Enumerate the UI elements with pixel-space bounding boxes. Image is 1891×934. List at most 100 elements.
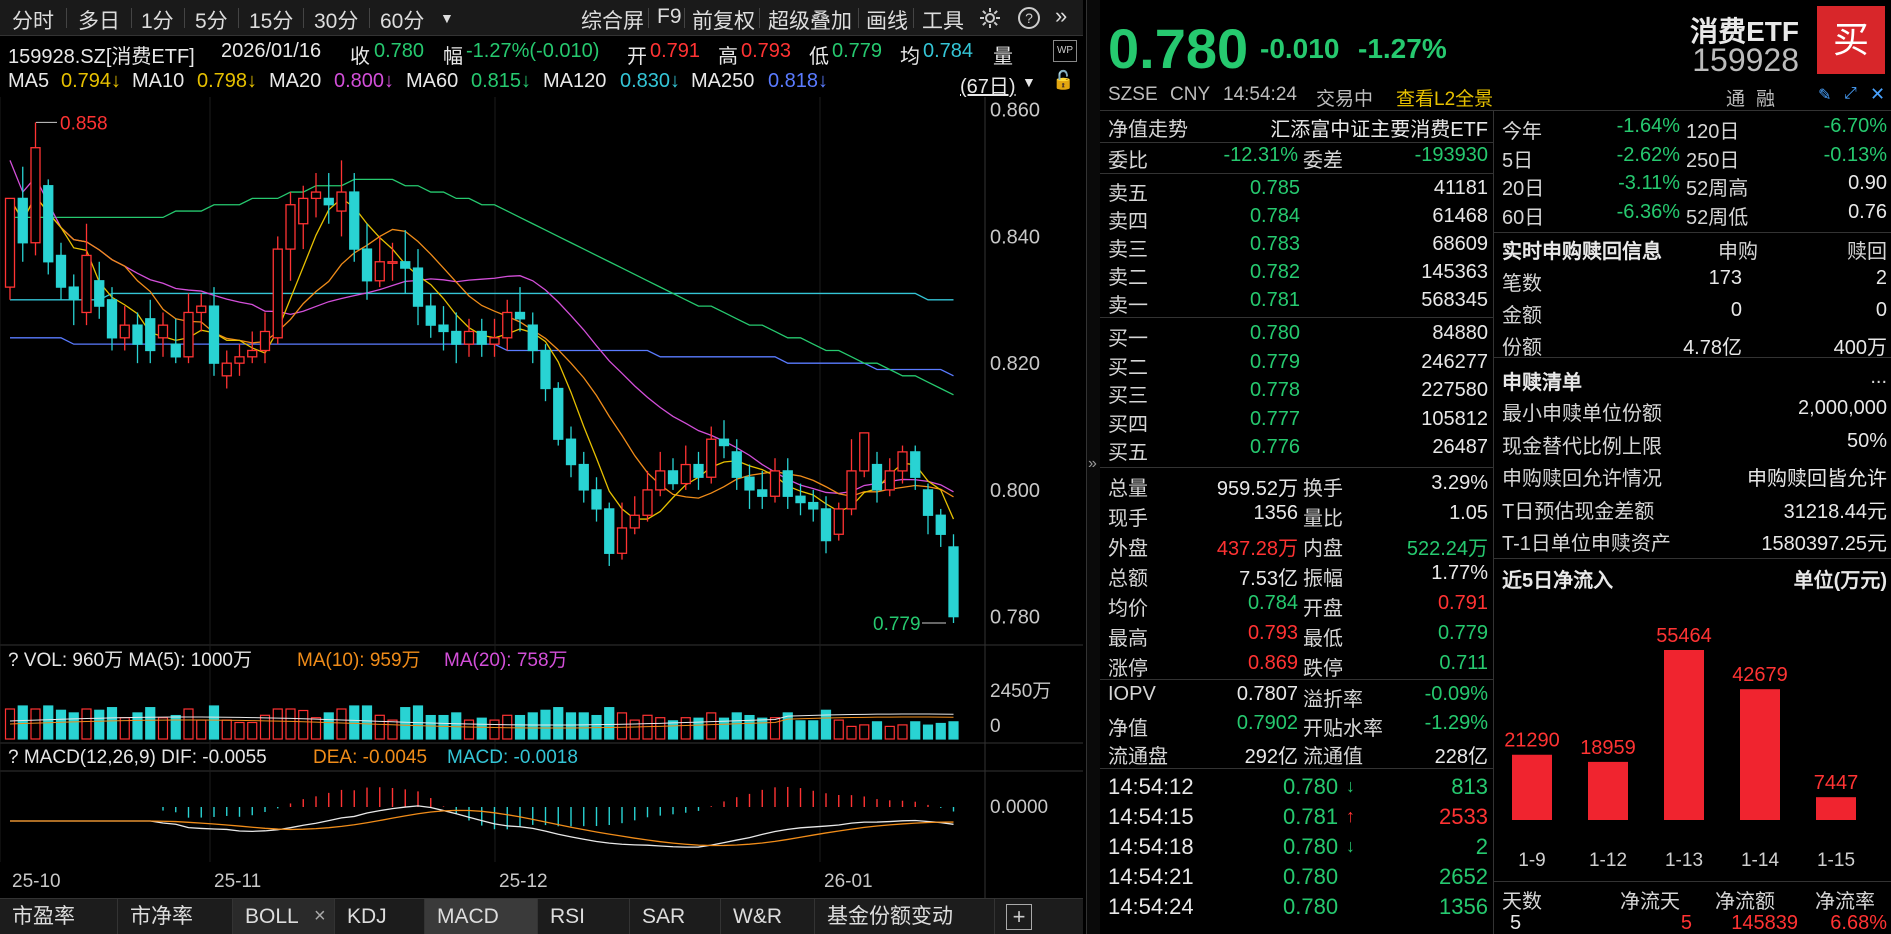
trade-status: 交易中 [1316, 89, 1374, 110]
avg-value: 0.784 [923, 40, 974, 62]
volume-bar [106, 707, 118, 740]
stat-row: 涨停 0.869 跌停 0.711 [1108, 652, 1488, 680]
days-selector[interactable]: (67日) [960, 76, 1016, 98]
candle [4, 197, 16, 300]
volume-bar [782, 712, 793, 740]
tab-pe[interactable]: 市盈率 [0, 899, 118, 934]
ma5-value: 0.794↓ [61, 70, 122, 92]
candle [336, 160, 347, 237]
tab-wr[interactable]: W&R [721, 899, 815, 934]
creation-list-more[interactable]: ... [1870, 366, 1887, 388]
tools-button[interactable]: 工具 [922, 10, 964, 33]
sub-value: 173 [1708, 267, 1742, 289]
candle [502, 299, 513, 351]
tab-rsi[interactable]: RSI [538, 899, 630, 934]
volume-bar [476, 717, 487, 740]
stat-label: 跌停 [1303, 658, 1343, 680]
period-tab-multiday[interactable]: 多日 [78, 10, 120, 33]
edit-icon[interactable]: ✎ [1818, 87, 1832, 104]
range-value: -1.27%(-0.010) [466, 40, 600, 62]
share-icon[interactable]: ⤢ [1844, 85, 1857, 102]
tab-pb[interactable]: 市净率 [118, 899, 233, 934]
period-tab-15min[interactable]: 15分 [249, 10, 294, 33]
nav-trend-link[interactable]: 净值走势 [1108, 119, 1188, 141]
tick-volume: 1356 [1439, 894, 1488, 919]
bid-price: 0.780 [1249, 322, 1300, 344]
expand-icon[interactable]: » [1088, 455, 1097, 472]
perf-label: 20日 [1502, 178, 1545, 200]
bid-price: 0.778 [1249, 379, 1300, 401]
perf-label: 250日 [1686, 149, 1740, 172]
market-status-line: SZSE CNY 14:54:24 交易中 查看L2全景 通 融 ✎ ⤢ ✕ [1108, 84, 1886, 110]
candle [744, 464, 755, 509]
volume-bar [922, 724, 934, 740]
tick-time: 14:54:15 [1108, 804, 1194, 829]
period-dropdown-icon[interactable]: ▼ [440, 10, 454, 26]
volume-bar [425, 714, 436, 740]
volume-bar [578, 712, 589, 740]
stat-label: 开盘 [1303, 598, 1343, 620]
help-icon[interactable]: ? [1017, 6, 1041, 36]
forward-adjust-button[interactable]: 前复权 [692, 10, 755, 33]
volume-bar [706, 712, 717, 740]
panel-splitter[interactable]: » [1086, 0, 1100, 934]
candle [667, 458, 679, 490]
candle [935, 508, 946, 547]
volume-bar [463, 719, 475, 740]
tick-row: 14:54:15 0.781 ↑ 2533 [1108, 804, 1488, 832]
candle [412, 249, 424, 326]
stat-value: 1356 [1253, 502, 1299, 524]
candle [43, 179, 54, 275]
candle [706, 426, 717, 484]
creation-list-title: 申赎清单 [1502, 372, 1582, 394]
period-tab-1min[interactable]: 1分 [141, 10, 174, 33]
tab-macd[interactable]: MACD [425, 899, 538, 934]
f9-button[interactable]: F9 [657, 5, 682, 28]
volume-bar [94, 709, 105, 740]
performance-row: 60日 -6.36% 52周低 0.76 [1502, 201, 1887, 229]
period-tab-5min[interactable]: 5分 [195, 10, 228, 33]
super-overlay-button[interactable]: 超级叠加 [768, 10, 852, 33]
close-tab-icon[interactable]: × [314, 905, 326, 927]
wp-icon[interactable]: WP [1053, 40, 1077, 62]
draw-line-button[interactable]: 画线 [866, 10, 908, 33]
tab-kdj[interactable]: KDJ [335, 899, 425, 934]
volume-bar [948, 721, 959, 740]
collapse-right-icon[interactable]: » [1055, 3, 1068, 28]
candle [616, 502, 628, 560]
period-tab-30min[interactable]: 30分 [314, 10, 359, 33]
perf-value: 0.76 [1848, 200, 1887, 223]
days-dropdown-icon[interactable]: ▼ [1022, 74, 1036, 90]
tab-boll[interactable]: BOLL [233, 899, 335, 934]
tab-sar[interactable]: SAR [630, 899, 721, 934]
creation-list-row: T-1日单位申赎资产 1580397.25元 [1502, 527, 1887, 555]
sub-label: 笔数 [1502, 273, 1542, 295]
last-price: 0.780 [1108, 17, 1249, 80]
price-change-pct: -1.27% [1358, 33, 1447, 64]
period-tab-fenshi[interactable]: 分时 [12, 10, 54, 33]
candle [349, 173, 360, 262]
security-name: 消费ETF [1690, 16, 1799, 47]
tab-fund-share[interactable]: 基金份额变动 [815, 899, 995, 934]
period-tab-60min[interactable]: 60分 [380, 10, 425, 33]
volume-bar [298, 709, 309, 740]
close-icon[interactable]: ✕ [1870, 84, 1886, 104]
candle [425, 293, 436, 338]
stat-value: 292亿 [1244, 746, 1298, 768]
kline-panel: 分时 多日 1分 5分 15分 30分 60分 ▼ 综合屏 F9 前复权 超级叠… [0, 0, 1083, 934]
composite-screen-button[interactable]: 综合屏 [581, 10, 644, 33]
volume-bar [310, 717, 322, 740]
kline-chart[interactable]: 0.860 0.840 0.820 0.800 0.780 0.858 0.779 ? VOL… [0, 97, 1083, 898]
flow-unit: 单位(万元) [1793, 570, 1887, 592]
buy-button[interactable]: 买 [1817, 6, 1885, 74]
add-tab-icon[interactable]: + [1006, 904, 1032, 930]
ask-volume: 68609 [1432, 233, 1488, 255]
bid-volume: 227580 [1421, 379, 1488, 401]
volume-bar [514, 714, 526, 740]
l2-link[interactable]: 查看L2全景 [1396, 89, 1494, 110]
volume-bar [693, 717, 704, 740]
lock-icon[interactable]: 🔓 [1052, 70, 1075, 90]
gear-icon[interactable] [978, 6, 1002, 36]
ask-label: 卖一 [1108, 295, 1148, 317]
volume-bar [387, 719, 398, 740]
